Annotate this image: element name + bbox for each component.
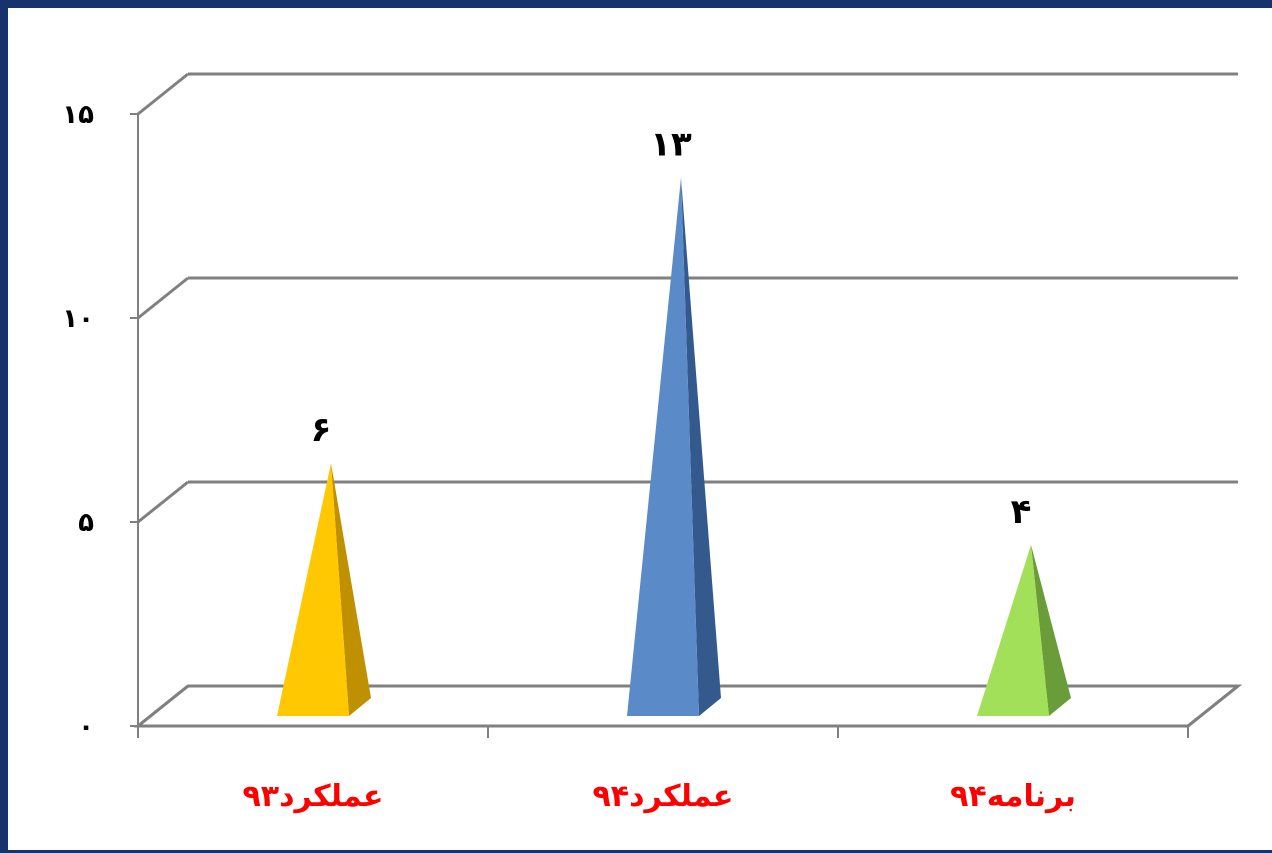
gridline-depth	[137, 276, 189, 320]
pyramid-bar	[627, 177, 699, 717]
category-label: برنامه۹۴	[950, 779, 1076, 814]
y-tick-label: ۰	[78, 712, 94, 742]
chart-frame: ۰ ۵ ۱۰ ۱۵ ۶ عملکرد۹۳ ۱۳ عملکرد۹۴ ۴ برنامه۹۴	[8, 8, 1272, 850]
y-tick-label: ۱۵	[62, 100, 94, 130]
pyramid-side	[331, 463, 371, 716]
data-label: ۱۳	[650, 125, 692, 165]
labels: ۶ عملکرد۹۳ ۱۳ عملکرد۹۴ ۴ برنامه۹۴	[243, 125, 1076, 814]
gridline-depth	[137, 684, 189, 728]
pyramid-bar	[277, 463, 349, 716]
pyramid-chart: ۰ ۵ ۱۰ ۱۵ ۶ عملکرد۹۳ ۱۳ عملکرد۹۴ ۴ برنامه۹۴	[62, 72, 1243, 814]
axes: ۰ ۵ ۱۰ ۱۵	[62, 100, 1239, 742]
data-label: ۶	[311, 410, 332, 450]
pyramid-side	[1031, 544, 1071, 716]
bars	[277, 177, 1071, 717]
gridline-depth	[137, 480, 189, 524]
category-label: عملکرد۹۳	[243, 779, 384, 814]
data-label: ۴	[1011, 492, 1032, 532]
gridline-depth	[137, 72, 189, 116]
category-label: عملکرد۹۴	[593, 779, 734, 814]
pyramid-bar	[977, 544, 1049, 716]
y-tick-label: ۵	[78, 508, 94, 538]
pyramid-side	[681, 177, 721, 717]
y-tick-label: ۱۰	[62, 304, 94, 334]
floor-edge	[1187, 684, 1239, 728]
